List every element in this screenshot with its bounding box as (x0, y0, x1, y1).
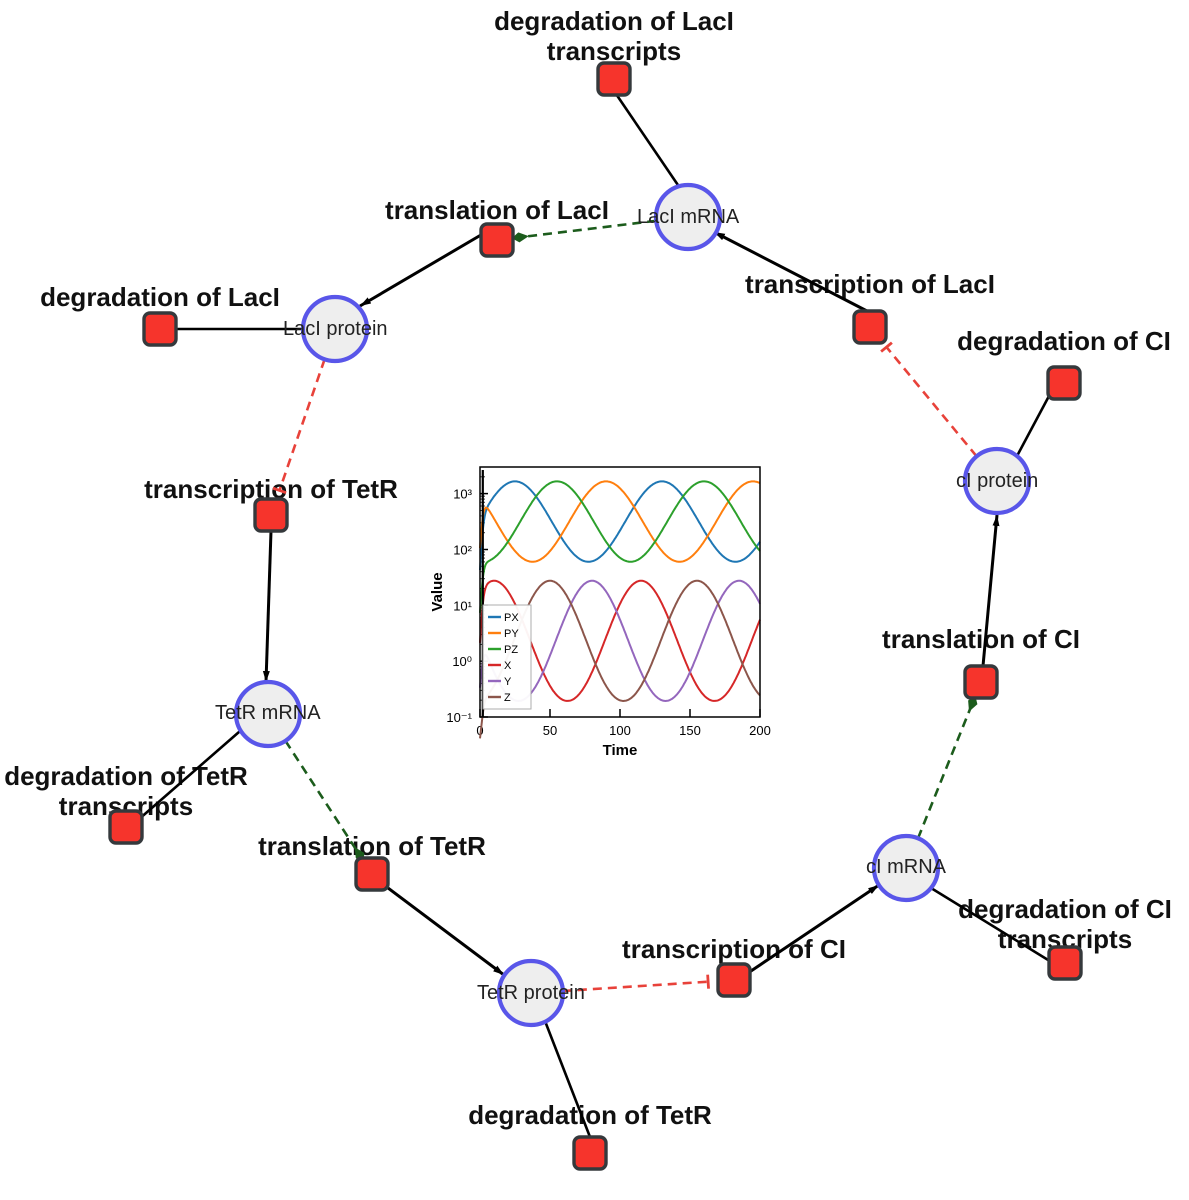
svg-text:10⁻¹: 10⁻¹ (446, 710, 472, 725)
svg-text:Time: Time (603, 742, 638, 759)
svg-text:PX: PX (504, 612, 519, 624)
svg-text:200: 200 (749, 723, 771, 738)
svg-text:Value: Value (429, 572, 446, 611)
svg-text:10³: 10³ (453, 487, 472, 502)
svg-text:Y: Y (504, 676, 512, 688)
svg-text:Z: Z (504, 692, 511, 704)
svg-text:10¹: 10¹ (453, 598, 472, 613)
svg-text:50: 50 (543, 723, 557, 738)
svg-text:10⁰: 10⁰ (452, 654, 472, 669)
svg-text:X: X (504, 660, 512, 672)
svg-text:100: 100 (609, 723, 631, 738)
svg-text:10²: 10² (453, 543, 472, 558)
svg-text:PZ: PZ (504, 644, 518, 656)
svg-text:150: 150 (679, 723, 701, 738)
svg-text:PY: PY (504, 628, 519, 640)
